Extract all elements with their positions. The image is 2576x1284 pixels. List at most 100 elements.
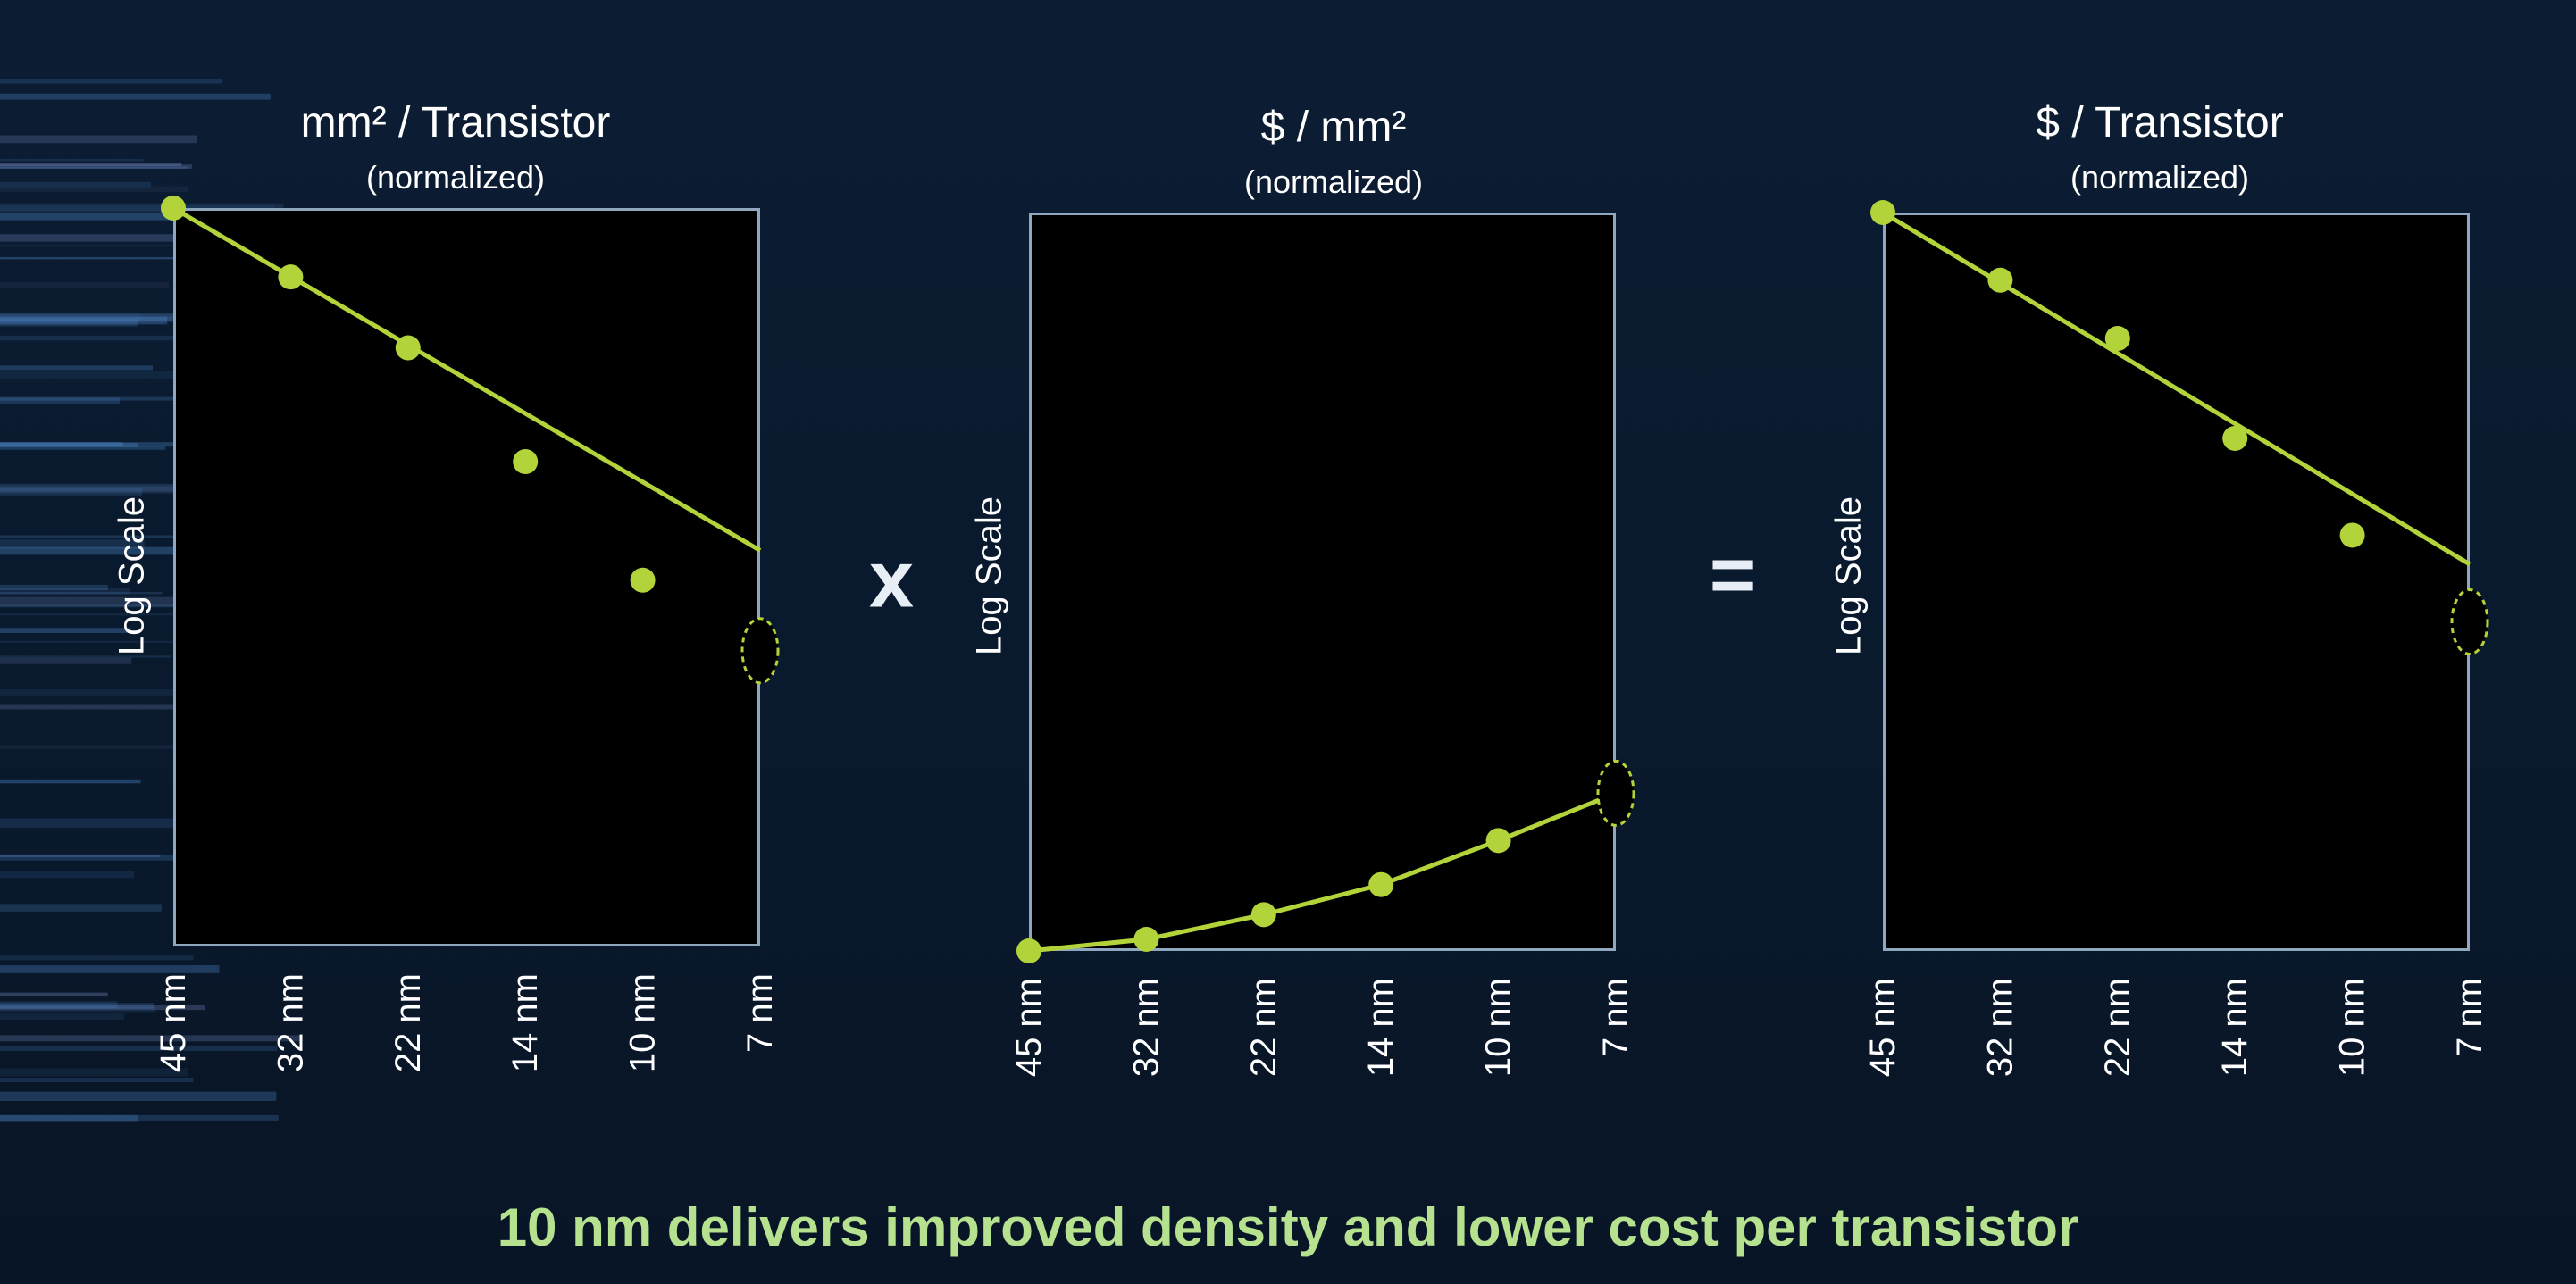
background-streak: [0, 488, 143, 497]
background-streak: [0, 596, 241, 606]
chart2-title: $ / mm²: [1260, 104, 1407, 151]
background-streak: [0, 584, 108, 590]
chart2-x-tick-label: 22 nm: [1244, 978, 1284, 1077]
chart3-x-tick-label: 10 nm: [2333, 978, 2372, 1077]
chart3-x-tick-label: 14 nm: [2215, 978, 2254, 1077]
chart3-title: $ / Transistor: [2036, 99, 2284, 146]
background-streak: [0, 397, 120, 405]
background-streak: [0, 203, 284, 212]
background-streak: [0, 1045, 278, 1052]
background-streak: [0, 704, 181, 710]
chart1-x-tick-label: 22 nm: [389, 973, 428, 1072]
background-streak: [0, 79, 222, 84]
multiply-operator: x: [868, 535, 915, 625]
chart1-x-tick-label: 10 nm: [623, 973, 663, 1072]
background-streak: [0, 779, 141, 784]
background-streak: [0, 1001, 118, 1009]
background-streak: [0, 613, 184, 616]
background-streak: [0, 854, 211, 861]
background-streak: [0, 443, 139, 448]
chart3-x-tick-label: 32 nm: [1980, 978, 2020, 1077]
background-streak: [0, 657, 132, 664]
background-streak: [0, 442, 123, 447]
background-streak: [0, 1114, 279, 1121]
chart1-x-tick-label: 45 nm: [154, 973, 193, 1072]
chart2-series-line: [1028, 791, 1617, 954]
background-streak: [0, 588, 130, 595]
chart1-x-tick-label: 32 nm: [271, 973, 310, 1072]
background-streaks: [0, 79, 302, 1122]
chart3-plot-area: [1883, 213, 2470, 951]
chart1-target-marker: [740, 617, 780, 685]
background-streak: [0, 245, 230, 247]
chart3-trend-line: [1881, 210, 2471, 567]
chart2-x-tick-label: 10 nm: [1479, 978, 1518, 1077]
background-streak: [0, 365, 153, 371]
background-streak: [0, 486, 253, 494]
chart2-data-point: [1485, 828, 1511, 854]
chart3-data-point: [1870, 200, 1895, 225]
background-streak: [0, 688, 205, 696]
chart1-x-tick-label: 14 nm: [506, 973, 545, 1072]
chart1-data-point: [513, 449, 539, 475]
background-streak: [0, 1005, 205, 1011]
background-streak: [0, 1013, 124, 1021]
background-streak: [0, 186, 189, 192]
chart1-data-point: [395, 335, 421, 361]
background-streak: [0, 313, 141, 322]
chart3-target-marker: [2450, 588, 2489, 655]
slide-caption: 10 nm delivers improved density and lowe…: [497, 1197, 2079, 1257]
background-streak: [0, 164, 193, 169]
background-streak: [0, 371, 237, 379]
background-streak: [0, 1078, 194, 1083]
chart1-data-point: [630, 567, 656, 593]
background-streak: [0, 1003, 154, 1009]
background-streak: [0, 181, 152, 188]
background-streak: [0, 640, 198, 644]
background-streak: [0, 854, 161, 857]
chart3-x-tick-label: 22 nm: [2098, 978, 2137, 1077]
chart1-trend-line: [171, 205, 762, 553]
chart1-plot-area: [173, 208, 760, 946]
background-streak: [0, 135, 197, 144]
streak-group: [0, 79, 302, 1122]
background-streak: [0, 213, 223, 221]
background-streak: [0, 166, 188, 169]
background-streak: [0, 655, 171, 658]
chart2-x-tick-label: 45 nm: [1009, 978, 1049, 1077]
chart1-data-point: [278, 264, 304, 290]
chart2-marks: 45 nm 32 nm 22 nm 14 nm 10 nm 7 nm: [1009, 759, 1635, 1077]
background-streak: [0, 535, 299, 538]
background-streak: [0, 1007, 156, 1013]
background-streak: [0, 93, 271, 100]
chart2-x-tick-label: 7 nm: [1596, 978, 1635, 1057]
background-streak: [0, 1035, 302, 1042]
background-streak: [0, 163, 182, 167]
background-streak: [0, 446, 166, 450]
chart3-marks: 45 nm 32 nm 22 nm 14 nm 10 nm 7 nm: [1863, 200, 2489, 1077]
background-streak: [0, 256, 292, 260]
chart1-marks: 45 nm 32 nm 22 nm 14 nm 10 nm 7 nm: [154, 196, 780, 1072]
chart2-data-point: [1368, 871, 1394, 897]
background-streak: [0, 319, 138, 327]
background-streak: [0, 335, 208, 341]
background-streak: [0, 628, 131, 633]
chart3-data-point: [2222, 425, 2248, 451]
background-streak: [0, 205, 275, 213]
background-streak: [0, 1068, 188, 1077]
chart3-data-point: [2339, 522, 2365, 548]
background-streak: [0, 234, 245, 242]
chart2-data-point: [1250, 902, 1276, 928]
background-streak: [0, 539, 145, 549]
chart2-subtitle: (normalized): [1243, 163, 1424, 200]
background-streak: [0, 396, 210, 401]
background-streak: [0, 442, 300, 447]
background-streak: [0, 955, 194, 961]
background-streak: [0, 313, 282, 321]
chart1-data-point: [161, 196, 186, 221]
chart2-data-point: [1133, 926, 1159, 952]
background-streak: [0, 158, 144, 162]
background-streak: [0, 546, 174, 555]
background-streak: [0, 1091, 277, 1102]
